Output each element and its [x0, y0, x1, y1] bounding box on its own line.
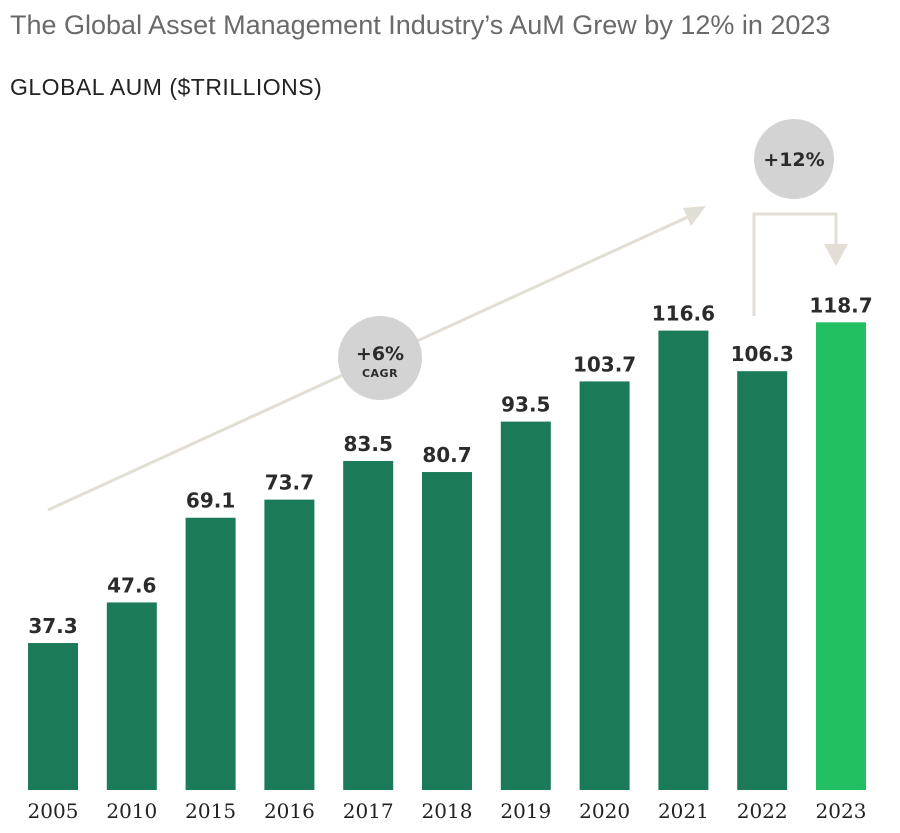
- x-tick-2015: 2015: [185, 799, 236, 823]
- value-label-2018: 80.7: [422, 443, 471, 467]
- value-label-2005: 37.3: [28, 614, 77, 638]
- bar-series: 37.3 2005 47.6 2010 69.1 2015 73.7 2016 83.5 2017…: [28, 293, 873, 823]
- growth-elbow-arrow: [752, 212, 848, 316]
- bar-2005: [28, 643, 78, 790]
- x-tick-2018: 2018: [422, 799, 473, 823]
- cagr-badge-circle: [338, 316, 422, 400]
- x-tick-2016: 2016: [264, 799, 315, 823]
- x-tick-2010: 2010: [106, 799, 157, 823]
- bar-2017: [343, 461, 394, 790]
- value-label-2020: 103.7: [573, 352, 636, 376]
- value-label-2015: 69.1: [186, 489, 235, 513]
- x-tick-2019: 2019: [500, 799, 551, 823]
- y-axis-label: GLOBAL AUM ($TRILLIONS): [10, 74, 323, 100]
- bar-2010: [106, 602, 157, 790]
- value-label-2016: 73.7: [265, 471, 314, 495]
- bar-2023: [816, 322, 866, 790]
- x-tick-2020: 2020: [579, 799, 630, 823]
- growth-value: +12%: [763, 149, 824, 171]
- growth-badge: +12%: [754, 119, 834, 199]
- growth-badge-circle: [754, 119, 834, 199]
- value-label-2021: 116.6: [652, 302, 715, 326]
- x-tick-2005: 2005: [28, 799, 79, 823]
- bar-2018: [422, 472, 472, 790]
- bar-2016: [264, 499, 315, 790]
- bar-2020: [579, 381, 630, 790]
- cagr-label: CAGR: [362, 367, 398, 380]
- bar-2022: [737, 371, 788, 790]
- x-tick-2023: 2023: [816, 799, 867, 823]
- cagr-badge: +6% CAGR: [338, 316, 422, 400]
- bar-2021: [658, 330, 709, 790]
- cagr-value: +6%: [356, 343, 404, 365]
- value-label-2017: 83.5: [344, 432, 393, 456]
- value-label-2010: 47.6: [107, 573, 156, 597]
- value-label-2022: 106.3: [731, 342, 794, 366]
- x-tick-2021: 2021: [658, 799, 709, 823]
- chart-title: The Global Asset Management Industry’s A…: [10, 10, 831, 40]
- x-tick-2017: 2017: [343, 799, 394, 823]
- bar-2019: [500, 421, 551, 790]
- bar-2015: [185, 517, 236, 790]
- value-label-2019: 93.5: [501, 393, 550, 417]
- value-label-2023: 118.7: [809, 293, 872, 317]
- x-tick-2022: 2022: [737, 799, 788, 823]
